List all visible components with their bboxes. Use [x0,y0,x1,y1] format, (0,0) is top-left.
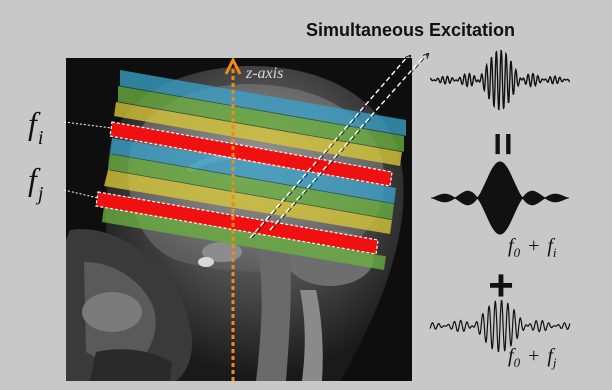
band [110,138,396,204]
slice-label-j: fj [28,161,44,205]
combined-pulse-waveform [430,49,570,111]
pulse-waveform-i [431,161,569,235]
slice-i [109,121,393,187]
band [102,206,386,270]
band [118,86,404,152]
dashed-arrow-shadow [251,56,410,239]
pulse-label-i: f0 + fi [508,235,557,260]
z-axis-label: z-axis [245,65,283,82]
slice-label-i: fi [28,105,43,149]
slice-j [95,191,379,255]
band [120,70,406,136]
z-axis-arrowhead [224,56,242,75]
dashed-arrow-shadow [271,54,428,231]
pulse-waveform-j [429,299,571,353]
leader-line-j [63,189,99,199]
band [104,170,392,234]
dashed-arrow-icon [269,53,427,231]
equals-sign: = [481,132,525,155]
dashed-arrow-icon [249,55,409,239]
pulse-label-j: f0 + fj [508,345,557,370]
band [108,154,394,220]
title: Simultaneous Excitation [306,20,515,40]
leader-line-i [63,121,113,129]
band [114,102,402,166]
slice-bands [102,70,406,270]
